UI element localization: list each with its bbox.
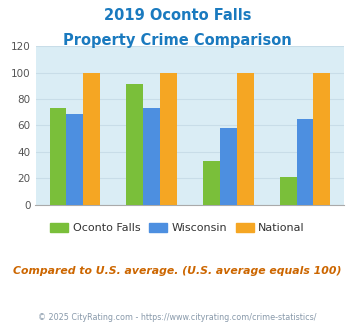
Bar — [126, 84, 143, 205]
Bar — [220, 128, 237, 205]
Text: © 2025 CityRating.com - https://www.cityrating.com/crime-statistics/: © 2025 CityRating.com - https://www.city… — [38, 313, 317, 322]
Text: Property Crime Comparison: Property Crime Comparison — [63, 33, 292, 48]
Bar — [313, 73, 330, 205]
Bar — [50, 108, 66, 205]
Bar — [280, 177, 296, 205]
Legend: Oconto Falls, Wisconsin, National: Oconto Falls, Wisconsin, National — [46, 218, 309, 238]
Bar — [203, 161, 220, 205]
Bar — [143, 108, 160, 205]
Bar — [66, 114, 83, 205]
Bar — [237, 73, 253, 205]
Bar — [160, 73, 177, 205]
Text: Compared to U.S. average. (U.S. average equals 100): Compared to U.S. average. (U.S. average … — [13, 266, 342, 276]
Bar — [83, 73, 100, 205]
Bar — [296, 119, 313, 205]
Text: 2019 Oconto Falls: 2019 Oconto Falls — [104, 8, 251, 23]
